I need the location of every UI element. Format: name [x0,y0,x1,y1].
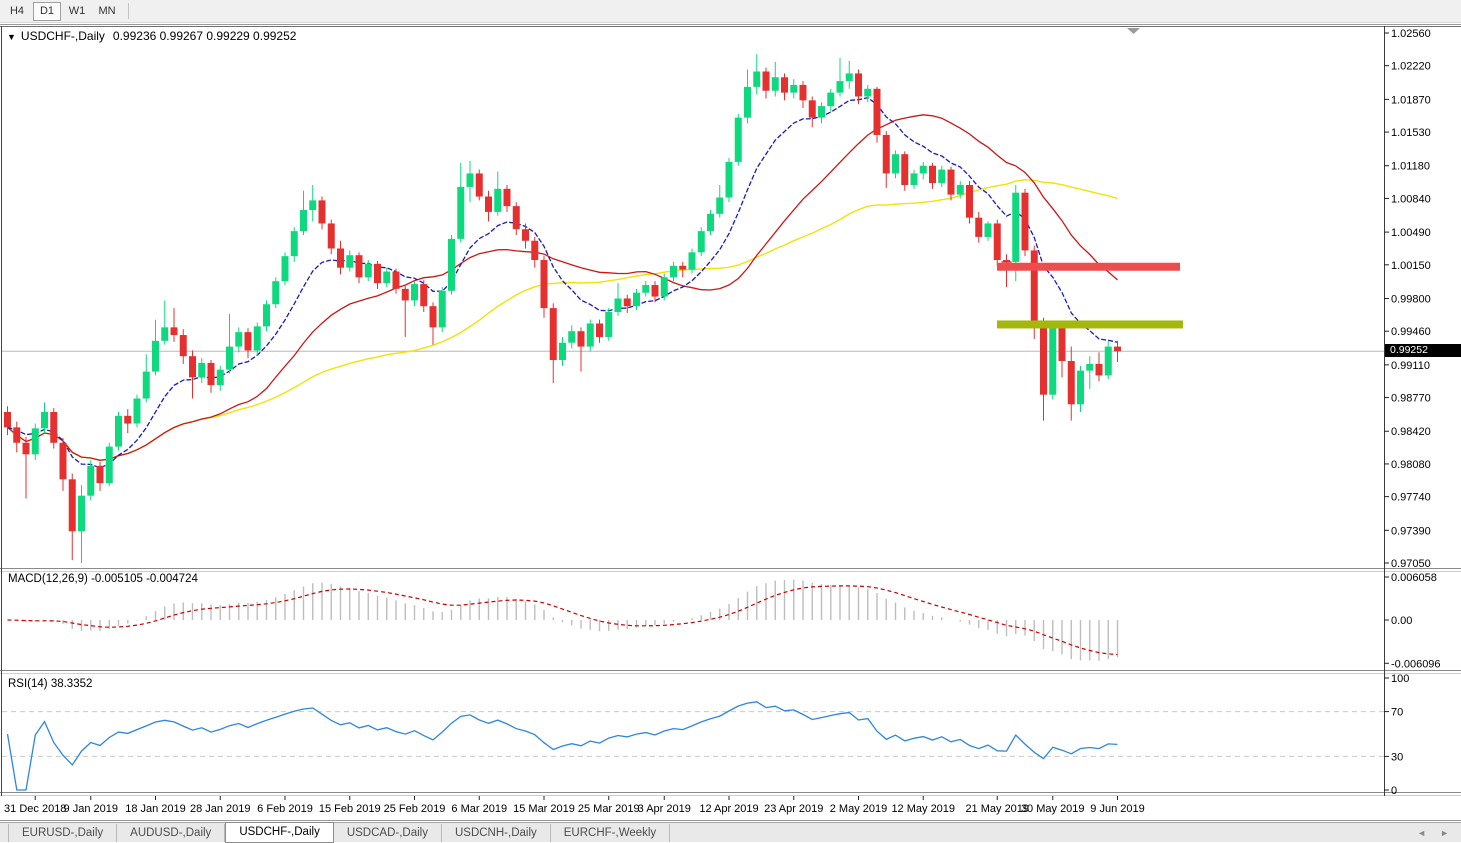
svg-text:0.97390: 0.97390 [1391,525,1431,537]
svg-text:15 Mar 2019: 15 Mar 2019 [513,803,575,815]
svg-text:30 May 2019: 30 May 2019 [1021,803,1085,815]
svg-text:9 Jun 2019: 9 Jun 2019 [1090,803,1144,815]
chart-tabs: EURUSD-,Daily AUDUSD-,Daily USDCHF-,Daily U… [8,822,671,843]
svg-text:1.02560: 1.02560 [1391,28,1431,40]
macd-axis[interactable]: 0.006058 0.00 -0.006096 [1384,572,1441,670]
timeframe-button-mn[interactable]: MN [98,4,116,17]
ohlc-values: 0.99236 0.99267 0.99229 0.99252 [112,29,297,43]
svg-text:25 Feb 2019: 25 Feb 2019 [384,803,446,815]
timeframe-toolbar: H4 D1 W1 MN [0,0,1461,23]
svg-text:1.02220: 1.02220 [1391,61,1431,73]
tab-audusd-daily[interactable]: AUDUSD-,Daily [117,823,226,842]
svg-text:1.01870: 1.01870 [1391,94,1431,106]
svg-text:0.98420: 0.98420 [1391,426,1431,438]
svg-text:0.99460: 0.99460 [1391,326,1431,338]
price-axis[interactable]: 1.02560 1.02220 1.01870 1.01530 1.01180 1.008… [1384,28,1431,570]
tab-scroll-right-icon[interactable]: ► [1440,827,1449,838]
svg-text:70: 70 [1391,707,1403,719]
svg-text:1.01530: 1.01530 [1391,127,1431,139]
svg-text:12 May 2019: 12 May 2019 [891,803,955,815]
svg-text:0.98770: 0.98770 [1391,393,1431,405]
tab-eurchf-weekly[interactable]: EURCHF-,Weekly [551,823,671,842]
svg-text:1.00150: 1.00150 [1391,260,1431,272]
tab-eurusd-daily[interactable]: EURUSD-,Daily [8,823,118,842]
svg-text:2 May 2019: 2 May 2019 [830,803,887,815]
svg-text:0.98080: 0.98080 [1391,459,1431,471]
svg-text:6 Mar 2019: 6 Mar 2019 [451,803,507,815]
svg-text:12 Apr 2019: 12 Apr 2019 [699,803,758,815]
svg-text:1.00490: 1.00490 [1391,227,1431,239]
chart-tab-bar: EURUSD-,Daily AUDUSD-,Daily USDCHF-,Daily U… [0,822,1461,843]
toolbar-separator [128,3,129,19]
svg-text:30: 30 [1391,751,1403,763]
timeframe-button-d1[interactable]: D1 [33,1,61,21]
svg-text:0.006058: 0.006058 [1391,572,1437,584]
svg-text:31 Dec 2018: 31 Dec 2018 [4,803,66,815]
svg-text:0.99800: 0.99800 [1391,293,1431,305]
support-level-line[interactable] [997,320,1183,329]
tab-usdcad-daily[interactable]: USDCAD-,Daily [334,823,442,842]
timeframe-buttons: H4 D1 W1 MN [3,1,123,21]
svg-text:1.00840: 1.00840 [1391,193,1431,205]
macd-indicator-label: MACD(12,26,9) -0.005105 -0.004724 [8,573,198,585]
svg-text:6 Feb 2019: 6 Feb 2019 [257,803,313,815]
svg-text:15 Feb 2019: 15 Feb 2019 [319,803,381,815]
current-price-badge: 0.99252 [1385,344,1461,357]
symbol-period-label: USDCHF-,Daily [20,29,105,43]
svg-text:21 May 2019: 21 May 2019 [965,803,1029,815]
svg-text:0.99110: 0.99110 [1391,360,1430,372]
svg-text:100: 100 [1391,673,1409,685]
rsi-indicator-label: RSI(14) 38.3352 [8,678,93,690]
svg-text:28 Jan 2019: 28 Jan 2019 [190,803,251,815]
scroll-to-end-marker[interactable] [1127,28,1140,34]
svg-text:-0.006096: -0.006096 [1391,658,1441,670]
macd-pane[interactable] [7,579,1119,661]
svg-text:0.00: 0.00 [1391,615,1412,627]
svg-text:9 Jan 2019: 9 Jan 2019 [64,803,118,815]
svg-text:18 Jan 2019: 18 Jan 2019 [125,803,186,815]
timeframe-button-w1[interactable]: W1 [68,4,86,17]
tab-scroll-left-icon[interactable]: ◄ [1417,827,1427,838]
tab-usdcnh-daily[interactable]: USDCNH-,Daily [442,823,551,842]
price-pane[interactable] [2,54,1384,564]
chart-title: ▼ USDCHF-,Daily 0.99236 0.99267 0.99229 0.… [7,29,296,43]
svg-text:0: 0 [1391,785,1397,797]
svg-text:23 Apr 2019: 23 Apr 2019 [764,803,823,815]
timeframe-button-h4[interactable]: H4 [9,4,25,17]
tab-usdchf-daily[interactable]: USDCHF-,Daily [225,822,334,843]
chevron-down-icon: ▼ [7,32,16,42]
rsi-pane[interactable] [2,701,1384,791]
svg-text:0.97050: 0.97050 [1391,558,1431,570]
svg-text:25 Mar 2019: 25 Mar 2019 [578,803,640,815]
svg-text:3 Apr 2019: 3 Apr 2019 [638,803,691,815]
rsi-axis[interactable]: 100 70 30 0 [1384,673,1409,797]
svg-text:1.01180: 1.01180 [1391,161,1430,173]
resistance-level-line[interactable] [997,262,1180,271]
svg-text:0.97740: 0.97740 [1391,492,1431,504]
tab-scroll-controls: ◄ ► [1417,828,1449,838]
